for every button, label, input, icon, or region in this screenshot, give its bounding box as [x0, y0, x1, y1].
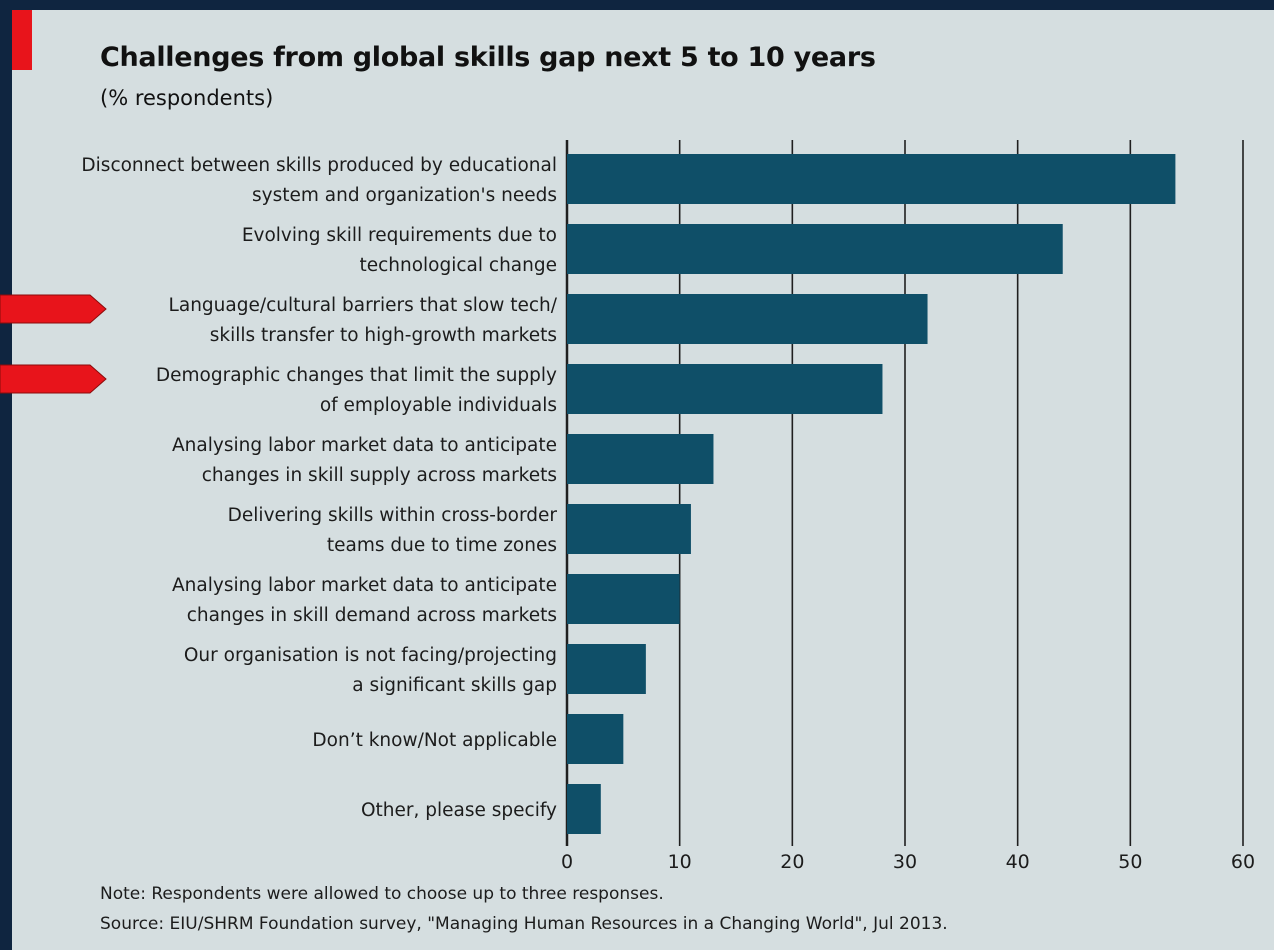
- bar: [567, 644, 646, 694]
- x-tick-label: 60: [1231, 851, 1255, 873]
- category-label: changes in skill supply across markets: [202, 465, 557, 486]
- label-layer: Disconnect between skills produced by ed…: [81, 155, 557, 821]
- bar: [567, 784, 601, 834]
- tick-layer: 0 10 20 30 40 50 60: [561, 851, 1255, 873]
- bar-layer: [567, 154, 1176, 834]
- bar: [567, 434, 714, 484]
- x-tick-label: 10: [668, 851, 692, 873]
- category-label: teams due to time zones: [327, 535, 557, 556]
- category-label: Analysing labor market data to anticipat…: [172, 575, 557, 596]
- highlight-arrow-icon: [0, 364, 107, 394]
- red-corner-tag: [12, 10, 32, 70]
- category-label: Disconnect between skills produced by ed…: [81, 155, 557, 176]
- x-tick-label: 0: [561, 851, 573, 873]
- bar: [567, 154, 1176, 204]
- category-label: of employable individuals: [320, 395, 557, 416]
- category-label: Other, please specify: [361, 800, 557, 821]
- footnote: Note: Respondents were allowed to choose…: [100, 884, 664, 904]
- category-label: Delivering skills within cross-border: [228, 505, 558, 526]
- arrow-layer: [0, 294, 107, 394]
- bar: [567, 714, 624, 764]
- category-label: technological change: [359, 255, 557, 276]
- highlight-arrow-icon: [0, 294, 107, 324]
- category-label: Demographic changes that limit the suppl…: [156, 365, 557, 386]
- category-label: Don’t know/Not applicable: [312, 730, 557, 751]
- category-label: Evolving skill requirements due to: [242, 225, 557, 246]
- category-label: system and organization's needs: [252, 185, 557, 206]
- bar: [567, 364, 883, 414]
- x-tick-label: 20: [780, 851, 804, 873]
- bar: [567, 574, 680, 624]
- category-label: Language/cultural barriers that slow tec…: [169, 295, 558, 316]
- bar: [567, 224, 1063, 274]
- x-tick-label: 30: [893, 851, 917, 873]
- chart-subtitle: (% respondents): [100, 86, 274, 110]
- source-note: Source: EIU/SHRM Foundation survey, "Man…: [100, 914, 948, 934]
- x-tick-label: 40: [1006, 851, 1030, 873]
- category-label: Our organisation is not facing/projectin…: [184, 645, 557, 666]
- bar: [567, 504, 691, 554]
- x-tick-label: 50: [1118, 851, 1142, 873]
- category-label: a significant skills gap: [352, 675, 557, 696]
- category-label: skills transfer to high-growth markets: [210, 325, 557, 346]
- category-label: changes in skill demand across markets: [187, 605, 557, 626]
- chart-title: Challenges from global skills gap next 5…: [100, 42, 876, 73]
- bar: [567, 294, 928, 344]
- category-label: Analysing labor market data to anticipat…: [172, 435, 557, 456]
